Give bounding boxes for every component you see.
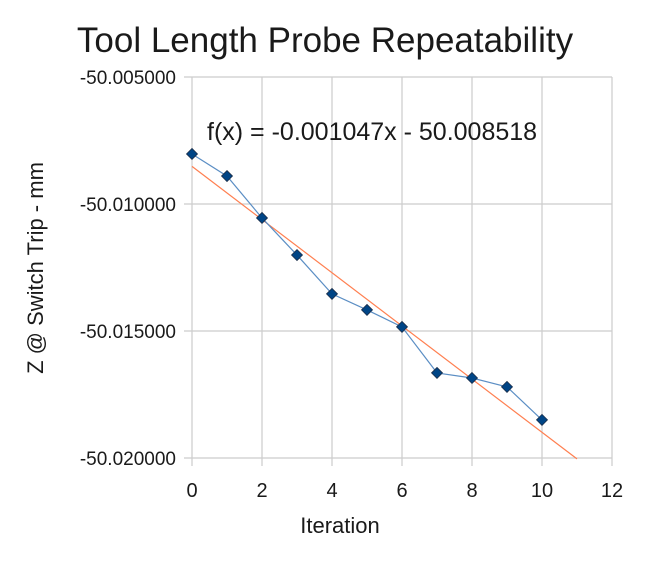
trendline [191,165,578,460]
data-series [185,147,549,426]
chart-title: Tool Length Probe Repeatability [77,21,574,60]
y-tick-label: -50.005000 [80,68,176,89]
x-tick-label: 6 [396,480,407,502]
x-tick-label: 2 [256,480,267,502]
y-tick-label: -50.010000 [80,195,176,216]
data-point-diamond [360,303,374,316]
data-point-diamond [535,413,549,426]
x-axis-label: Iteration [300,513,380,538]
x-tick-label: 8 [466,480,477,502]
data-point-diamond [500,380,514,393]
y-axis-label: Z @ Switch Trip - mm [23,162,48,374]
data-point-diamond [255,211,269,225]
data-point-diamond [395,320,409,334]
trendline-equation: f(x) = -0.001047x - 50.008518 [207,118,537,146]
x-axis-tick-labels: 0 2 4 6 8 10 12 [186,480,623,502]
data-point-diamond [325,287,339,300]
y-tick-label: -50.015000 [80,322,176,343]
y-axis-tick-labels: -50.005000 -50.010000 -50.015000 -50.020000 [80,68,176,470]
data-point-diamond [430,366,444,379]
x-tick-label: 10 [531,480,553,502]
trendline-path [191,165,578,460]
x-tick-label: 4 [326,480,337,502]
data-point-diamond [185,147,199,161]
x-tick-label: 12 [601,480,623,502]
series-line [191,153,543,421]
x-tick-label: 0 [186,480,197,502]
data-point-diamond [290,248,304,262]
grid-lines [184,76,613,466]
y-tick-label: -50.020000 [80,449,176,470]
data-point-diamond [220,169,234,183]
data-point-diamond [465,371,479,385]
